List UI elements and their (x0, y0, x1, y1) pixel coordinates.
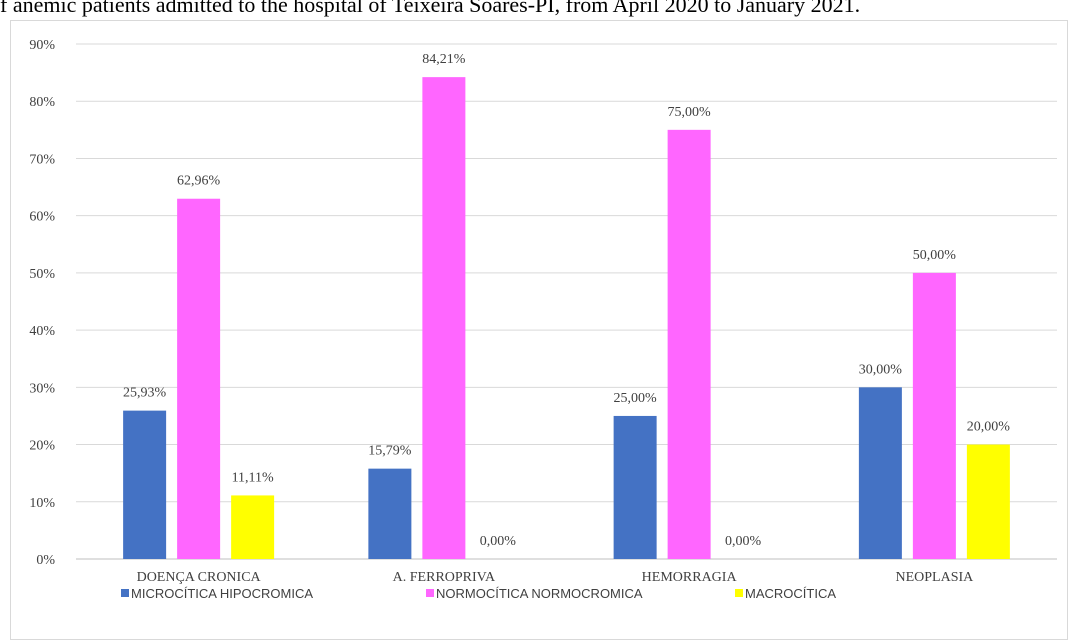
bar-2-0 (231, 495, 275, 559)
category-label: NEOPLASIA (895, 570, 974, 585)
bar-0-0 (123, 410, 167, 559)
y-tick-label: 70% (29, 152, 55, 167)
y-tick-label: 40% (29, 324, 55, 339)
gridlines (76, 43, 1057, 560)
data-label: 25,00% (614, 391, 658, 406)
figure-caption: f anemic patients admitted to the hospit… (0, 0, 861, 17)
data-label: 0,00% (725, 534, 762, 549)
category-labels: DOENÇA CRONICA A. FERROPRIVA HEMORRAGIA NEO… (137, 570, 975, 585)
y-tick-label: 20% (29, 439, 55, 454)
chart-frame: 0% 10% 20% 30% 40% 50% 60% 70% 80% 90% 25,93% 62,9… (10, 20, 1068, 640)
y-tick-label: 50% (29, 267, 55, 282)
data-label: 84,21% (422, 52, 466, 67)
y-tick-label: 80% (29, 95, 55, 110)
category-label: DOENÇA CRONICA (137, 570, 262, 585)
y-tick-label: 30% (29, 381, 55, 396)
legend-label: MICROCÍTICA HIPOCROMICA (131, 586, 313, 601)
bar-0-3 (858, 387, 902, 559)
legend-label: NORMOCÍTICA NORMOCROMICA (436, 586, 643, 601)
data-label: 75,00% (668, 105, 712, 120)
y-tick-label: 90% (29, 38, 55, 53)
bar-1-1 (422, 77, 466, 560)
y-tick-label: 10% (29, 496, 55, 511)
bar-0-1 (368, 468, 412, 559)
data-label: 30,00% (859, 362, 903, 377)
legend-label: MACROCÍTICA (745, 586, 836, 601)
y-tick-label: 60% (29, 210, 55, 225)
data-labels: 25,93% 62,96% 11,11% 15,79% 84,21% 0,00% 25,00… (123, 52, 1010, 549)
data-label: 62,96% (177, 174, 221, 189)
data-label: 20,00% (967, 420, 1011, 435)
category-label: HEMORRAGIA (642, 570, 738, 585)
bar-0-2 (613, 415, 657, 559)
data-label: 50,00% (913, 248, 957, 263)
legend-swatch (426, 589, 434, 597)
legend-swatch (121, 589, 129, 597)
bar-1-0 (177, 198, 221, 559)
data-label: 0,00% (480, 534, 517, 549)
data-label: 25,93% (123, 386, 167, 401)
data-label: 11,11% (232, 470, 274, 485)
data-label: 15,79% (368, 444, 412, 459)
bar-chart: 0% 10% 20% 30% 40% 50% 60% 70% 80% 90% 25,93% 62,9… (29, 38, 1057, 601)
bars (123, 77, 1010, 560)
legend: MICROCÍTICA HIPOCROMICA NORMOCÍTICA NORMO… (121, 586, 836, 601)
y-tick-label: 0% (36, 553, 55, 568)
bar-2-3 (966, 444, 1010, 559)
bar-1-3 (912, 272, 956, 559)
bar-1-2 (667, 129, 711, 559)
y-axis-ticks: 0% 10% 20% 30% 40% 50% 60% 70% 80% 90% (29, 38, 55, 568)
legend-swatch (735, 589, 743, 597)
category-label: A. FERROPRIVA (393, 570, 496, 585)
